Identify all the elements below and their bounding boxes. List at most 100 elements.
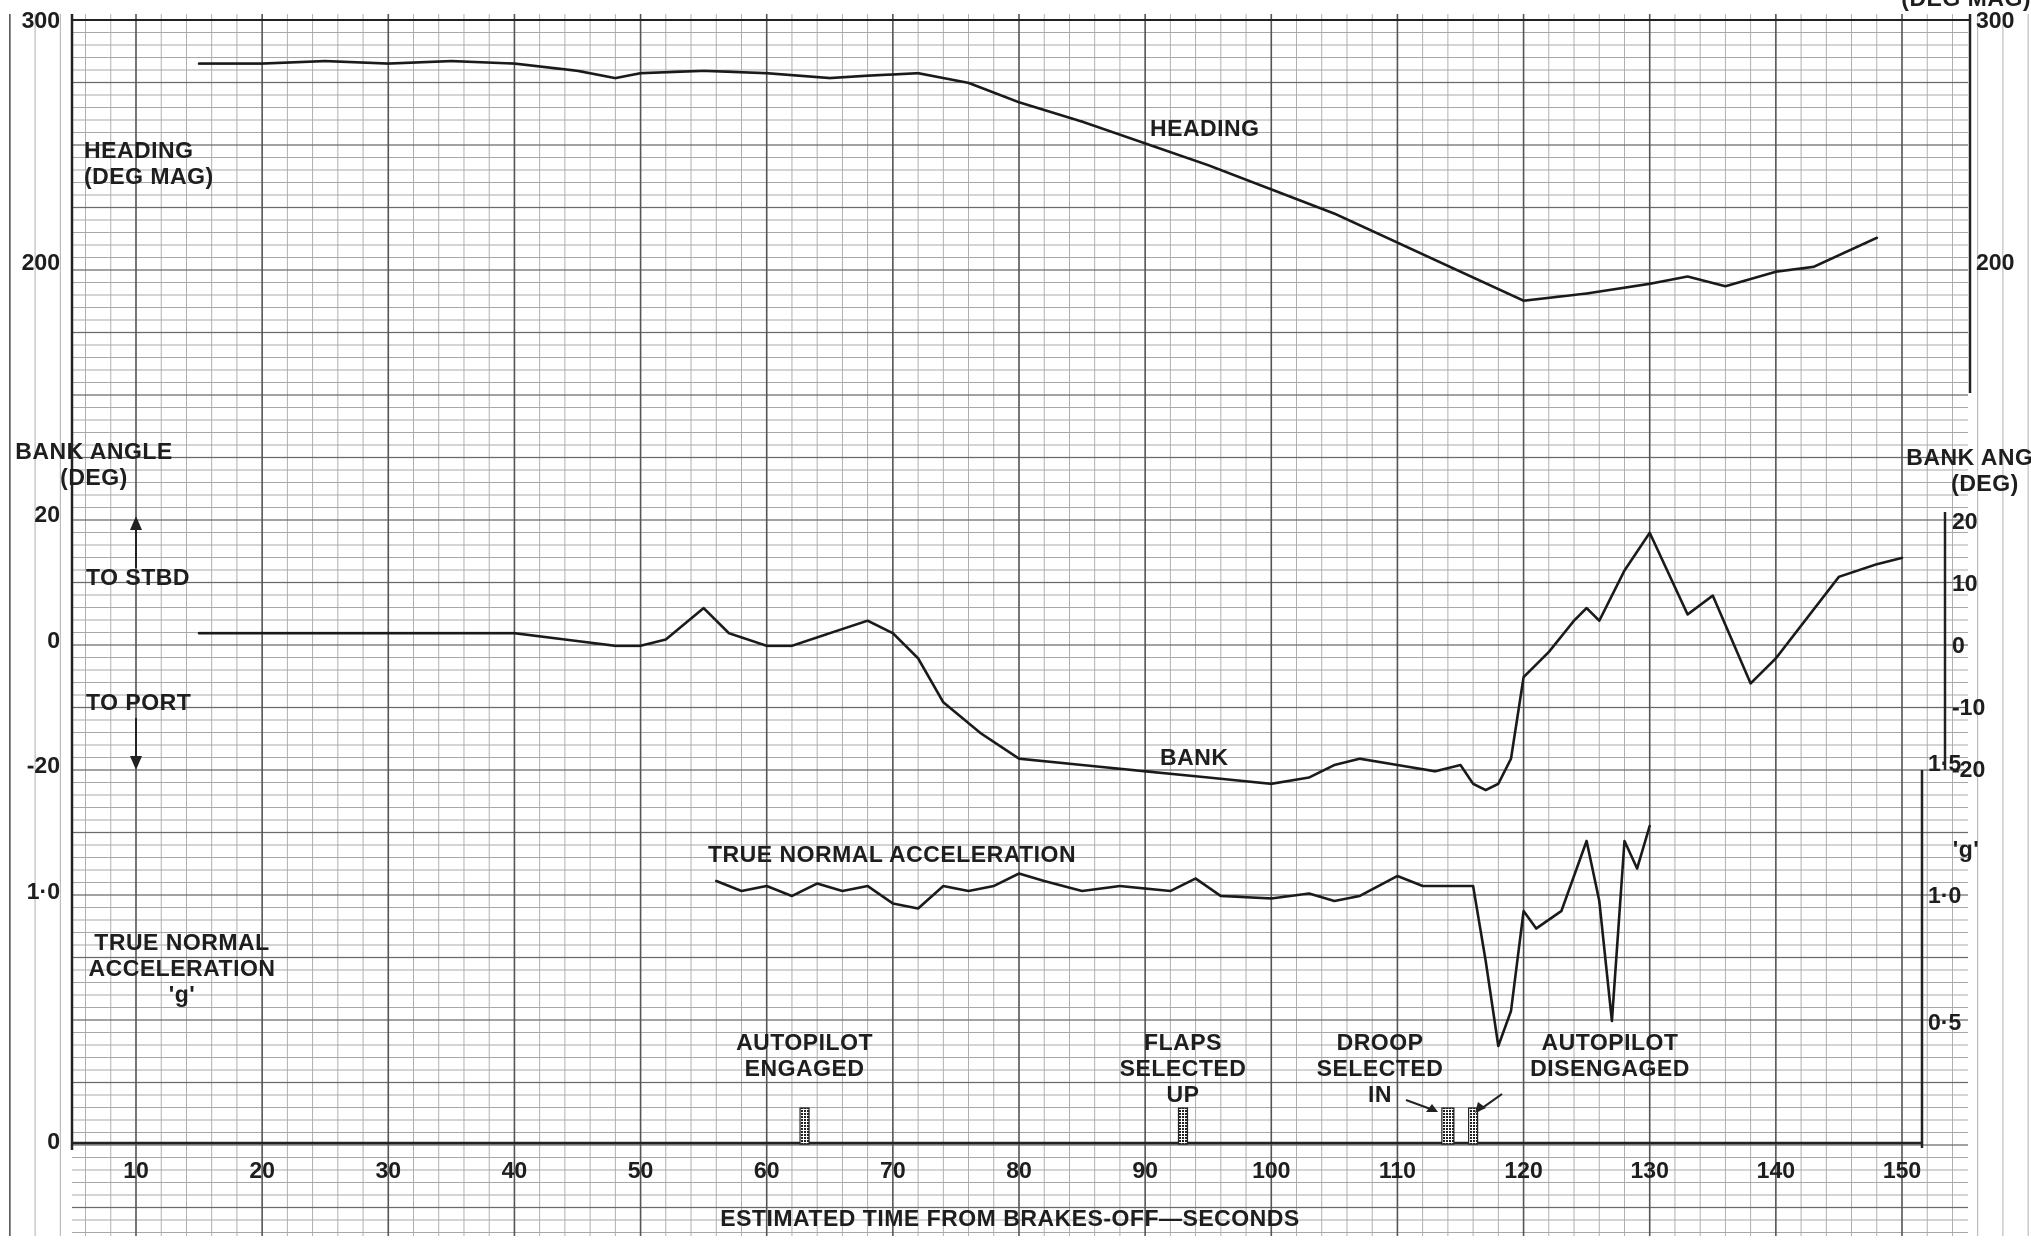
- grid-major-horizontal-lines: [72, 19, 1968, 1209]
- bank-data-point: [665, 638, 667, 641]
- heading-data-point: [1649, 283, 1651, 285]
- bank-data-point: [1510, 758, 1512, 760]
- bank-data-point: [1623, 569, 1626, 572]
- heading-data-point: [917, 72, 919, 74]
- event-marker-label: AUTOPILOT: [1542, 1029, 1679, 1055]
- acceleration-data-point: [1485, 960, 1487, 962]
- acceleration-data-point: [1472, 885, 1474, 887]
- heading-data-point: [513, 63, 516, 65]
- bank-angle-right-axis-label: (DEG): [1951, 470, 2019, 496]
- acceleration-data-point: [1523, 910, 1525, 912]
- acceleration-data-point: [1636, 867, 1638, 870]
- heading-series-label: HEADING: [1150, 115, 1260, 141]
- heading-data-point: [1018, 101, 1020, 103]
- bank-data-point: [564, 638, 566, 641]
- to-port-label: TO PORT: [86, 689, 191, 715]
- acceleration-data-point: [1195, 877, 1197, 880]
- bank-data-point: [1876, 563, 1878, 565]
- acceleration-data-point: [1649, 825, 1651, 827]
- x-tick-label: 20: [249, 1157, 275, 1183]
- left-tick-label: 300: [22, 7, 60, 33]
- acceleration-data-point: [1018, 872, 1020, 875]
- acceleration-data-point: [967, 890, 970, 892]
- heading-data-point: [867, 75, 869, 77]
- droop-pointer-arrow-icon: [1426, 1104, 1438, 1112]
- acceleration-data-point: [892, 902, 894, 905]
- x-tick-label: 40: [502, 1157, 528, 1183]
- bank-data-point: [1586, 607, 1588, 609]
- acceleration-data-point: [1270, 897, 1272, 900]
- right-tick-label: -10: [1952, 694, 1985, 720]
- acceleration-axis-label: ACCELERATION: [88, 955, 275, 981]
- bank-data-point: [1018, 758, 1020, 760]
- down-arrow-icon: [130, 756, 142, 770]
- acceleration-data-point: [942, 885, 944, 887]
- bank-data-point: [1270, 783, 1272, 785]
- bank-data-point: [942, 701, 944, 703]
- heading-trace: [197, 59, 1879, 302]
- right-tick-label: 0·5: [1928, 1009, 1961, 1035]
- bank-data-point: [640, 645, 642, 647]
- acceleration-data-point: [993, 885, 995, 887]
- acceleration-data-point: [1043, 880, 1045, 882]
- bank-data-point: [387, 632, 389, 634]
- left-tick-label: 1·0: [27, 878, 60, 904]
- bank-data-point: [1775, 657, 1777, 659]
- x-tick-label: 30: [375, 1157, 401, 1183]
- heading-data-point: [387, 63, 389, 65]
- heading-axis-label: (DEG MAG): [84, 163, 214, 189]
- bank-data-point: [1333, 764, 1335, 766]
- x-tick-label: 130: [1631, 1157, 1669, 1183]
- event-marker-label: AUTOPILOT: [736, 1029, 873, 1055]
- acceleration-axis-label: 'g': [169, 981, 196, 1007]
- right-tick-label: 1·0: [1928, 882, 1961, 908]
- heading-data-point: [198, 63, 200, 65]
- heading-data-point: [1687, 275, 1689, 278]
- heading-data-point: [261, 63, 263, 65]
- event-marker-label: ENGAGED: [745, 1055, 865, 1081]
- acceleration-data-point: [766, 885, 768, 887]
- event-marker-label: DISENGAGED: [1530, 1055, 1690, 1081]
- bank-data-point: [513, 632, 516, 634]
- heading-data-point: [1081, 121, 1083, 123]
- bank-data-point: [1712, 595, 1714, 597]
- data-series: [197, 59, 1904, 1048]
- right-tick-label: 200: [1976, 249, 2014, 275]
- acceleration-data-point: [1598, 900, 1600, 902]
- left-tick-label: 0: [47, 627, 60, 653]
- x-tick-label: 100: [1252, 1157, 1290, 1183]
- acceleration-data-point: [715, 880, 717, 882]
- x-tick-label: 140: [1757, 1157, 1795, 1183]
- bank-data-point: [324, 632, 326, 634]
- bank-data-point: [1207, 776, 1209, 779]
- event-marker-bar: [799, 1107, 810, 1145]
- right-tick-label: -20: [1952, 756, 1985, 782]
- acceleration-data-point: [1220, 895, 1222, 897]
- right-tick-label: 20: [1952, 508, 1978, 534]
- bank-data-point: [1459, 764, 1462, 766]
- heading-data-point: [1144, 142, 1146, 144]
- acceleration-right-axis-label: 'g': [1953, 836, 1980, 862]
- acceleration-data-point: [917, 907, 919, 910]
- bank-data-point: [1485, 789, 1487, 791]
- bank-data-point: [1523, 676, 1525, 678]
- bank-data-point: [1649, 532, 1651, 534]
- bank-data-point: [1838, 576, 1840, 578]
- bank-data-point: [867, 620, 869, 622]
- x-tick-label: 80: [1006, 1157, 1032, 1183]
- axis-tick-labels: 10 20 30 40 50 60 70 80 90 100 110 120 130 140 1503002…: [22, 7, 2015, 1183]
- bank-angle-axis-label: (DEG): [60, 464, 128, 490]
- grid-major-vertical-lines: [9, 14, 1903, 1236]
- acceleration-data-point: [867, 885, 869, 887]
- bank-data-point: [1434, 770, 1436, 772]
- acceleration-data-point: [1611, 1020, 1613, 1022]
- heading-data-point: [1459, 271, 1462, 273]
- bank-data-point: [980, 733, 982, 735]
- acceleration-data-point: [791, 895, 793, 897]
- heading-data-point: [1270, 188, 1272, 190]
- acceleration-series-label: TRUE NORMAL ACCELERATION: [708, 841, 1076, 867]
- bank-data-point: [1081, 764, 1083, 766]
- left-tick-label: 0: [47, 1128, 60, 1154]
- heading-data-point: [967, 82, 970, 84]
